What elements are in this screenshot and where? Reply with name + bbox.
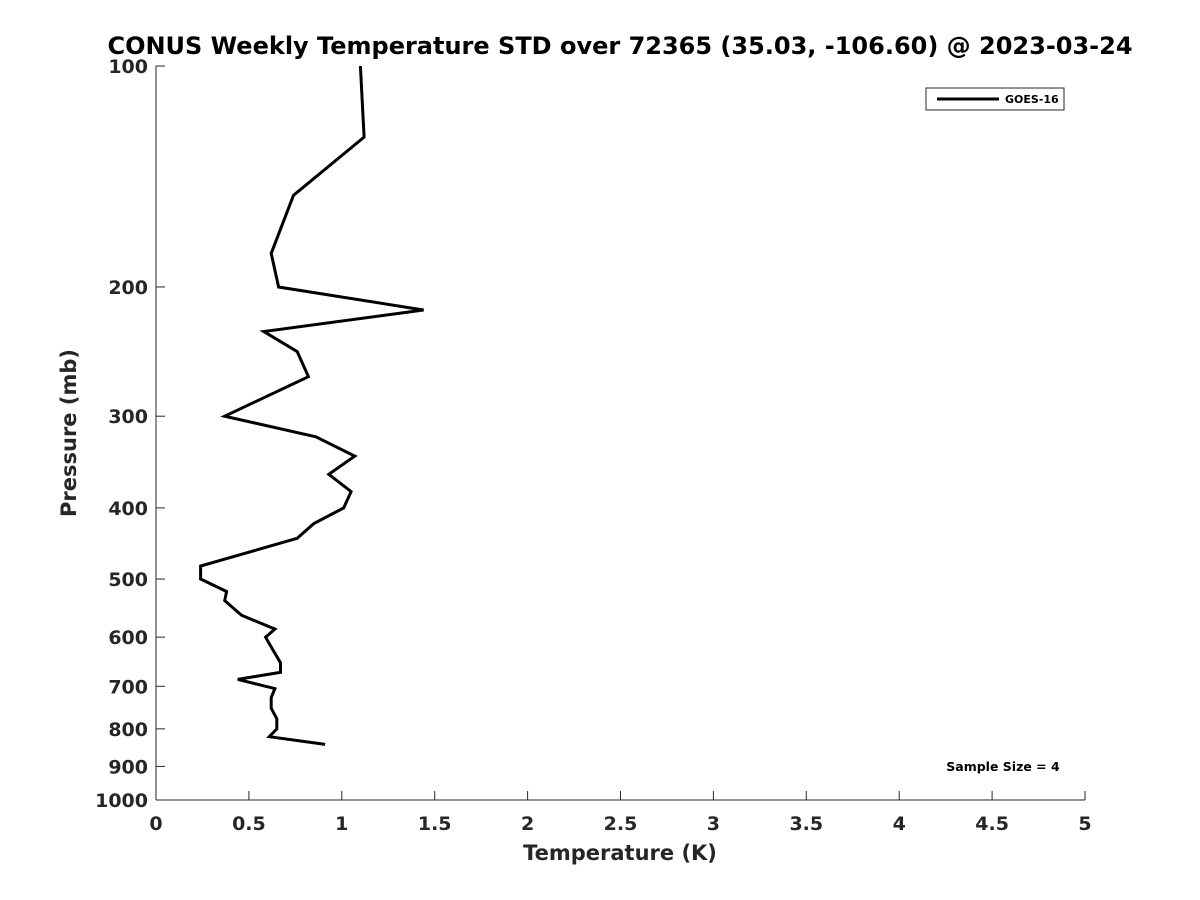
x-tick-label: 3.5 bbox=[789, 813, 823, 835]
y-tick-label: 300 bbox=[108, 406, 148, 428]
legend: GOES-16 bbox=[925, 87, 1065, 111]
y-tick-label: 600 bbox=[108, 627, 148, 649]
y-tick-label: 200 bbox=[108, 277, 148, 299]
x-axis-label: Temperature (K) bbox=[523, 841, 717, 865]
x-tick-label: 2.5 bbox=[604, 813, 638, 835]
y-tick-label: 800 bbox=[108, 719, 148, 741]
y-tick-label: 100 bbox=[108, 56, 148, 78]
chart-title: CONUS Weekly Temperature STD over 72365 … bbox=[107, 32, 1132, 60]
series-line-goes-16 bbox=[199, 65, 424, 746]
x-tick-label: 1.5 bbox=[418, 813, 452, 835]
x-tick-label: 0.5 bbox=[232, 813, 266, 835]
x-tick-label: 4 bbox=[893, 813, 906, 835]
y-tick-label: 900 bbox=[108, 756, 148, 778]
y-tick-label: 1000 bbox=[95, 790, 148, 812]
y-axis-label: Pressure (mb) bbox=[57, 349, 81, 517]
y-tick-label: 500 bbox=[108, 569, 148, 591]
x-tick-label: 3 bbox=[707, 813, 720, 835]
y-tick-label: 400 bbox=[108, 498, 148, 520]
x-tick-label: 1 bbox=[335, 813, 348, 835]
x-tick-label: 5 bbox=[1078, 813, 1091, 835]
y-ticks: 100 200 300 400 500 600 700 800 900 1000 bbox=[95, 56, 165, 812]
series-layer bbox=[199, 65, 424, 746]
sample-size-annotation: Sample Size = 4 bbox=[946, 759, 1060, 774]
y-tick-label: 700 bbox=[108, 676, 148, 698]
x-tick-label: 0 bbox=[149, 813, 162, 835]
x-ticks: 0 0.5 1 1.5 2 2.5 3 3.5 4 4.5 5 bbox=[149, 791, 1092, 835]
x-tick-label: 4.5 bbox=[975, 813, 1009, 835]
x-tick-label: 2 bbox=[521, 813, 534, 835]
legend-entry-label: GOES-16 bbox=[1005, 93, 1059, 106]
